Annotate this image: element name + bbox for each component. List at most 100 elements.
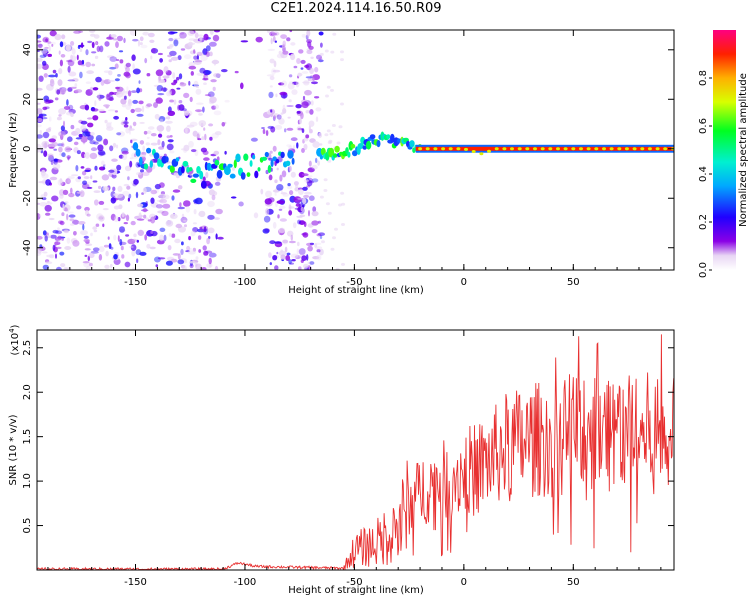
spectrogram-noise-speckle xyxy=(132,63,135,71)
spectrogram-noise-speckle xyxy=(282,239,289,244)
spectrogram-noise-speckle xyxy=(317,160,320,166)
spectrogram-noise-speckle xyxy=(288,99,292,103)
spectrogram-noise-speckle xyxy=(179,32,185,35)
spectrogram-noise-speckle xyxy=(173,39,179,47)
spectrogram-noise-speckle xyxy=(92,87,99,91)
spectrogram-noise-speckle xyxy=(305,110,310,114)
spectrogram-noise-speckle xyxy=(108,243,112,250)
spectrogram-noise-speckle xyxy=(286,185,293,190)
spectrogram-noise-speckle xyxy=(146,130,152,134)
x-tick-label: 0 xyxy=(461,277,467,288)
colorbar-tick-label: 0.0 xyxy=(698,262,709,278)
spectrogram-panel: -150 -100 -50 0 50 -40 -20 0 20 40 Height of str… xyxy=(8,29,675,296)
spectrogram-noise-speckle xyxy=(200,54,208,61)
spectrogram-noise-speckle xyxy=(157,257,166,260)
spectrogram-noise-speckle xyxy=(48,126,52,130)
colorbar-label: Normalized spectral amplitude xyxy=(738,73,749,227)
spectrogram-noise-speckle xyxy=(274,192,277,196)
spectrogram-noise-speckle xyxy=(115,41,119,48)
spectrogram-noise-speckle xyxy=(49,30,57,37)
spectrogram-noise-speckle xyxy=(155,204,163,209)
spectrogram-noise-speckle xyxy=(108,169,115,173)
spectrogram-noise-speckle xyxy=(78,133,83,138)
weak-trace-blob xyxy=(143,163,149,170)
spectrogram-noise-speckle xyxy=(273,115,276,120)
spectrogram-noise-speckle xyxy=(167,89,172,96)
spectrogram-noise-speckle xyxy=(266,74,275,77)
spectrogram-noise-speckle xyxy=(110,263,113,269)
spectrogram-noise-speckle xyxy=(105,93,111,101)
spectrogram-noise-speckle xyxy=(314,66,319,73)
spectrogram-noise-speckle xyxy=(77,176,82,180)
spectrogram-noise-speckle xyxy=(45,179,51,186)
spectrogram-noise-speckle xyxy=(67,79,76,82)
spectrogram-noise-speckle xyxy=(271,31,280,36)
spectrogram-noise-speckle xyxy=(167,139,174,143)
spectrogram-noise-speckle xyxy=(48,45,51,52)
spectrogram-noise-speckle xyxy=(70,124,75,130)
spectrogram-noise-speckle xyxy=(302,95,306,101)
spectrogram-noise-speckle xyxy=(196,102,204,105)
spectrogram-noise-speckle xyxy=(42,131,50,139)
spectrogram-noise-speckle xyxy=(265,190,272,198)
spectrogram-noise-speckle xyxy=(58,50,61,55)
spectrogram-noise-speckle xyxy=(334,227,338,231)
weak-trace-blob xyxy=(272,156,278,162)
spectrogram-noise-speckle xyxy=(98,253,103,261)
spectrogram-noise-speckle xyxy=(114,78,120,82)
spectrogram-noise-speckle xyxy=(71,48,76,55)
y-tick-label: 40 xyxy=(22,43,33,56)
spectrogram-noise-speckle xyxy=(42,230,47,236)
spectrogram-noise-speckle xyxy=(125,234,130,237)
spectrogram-noise-speckle xyxy=(301,71,309,74)
spectrogram-noise-speckle xyxy=(230,196,237,199)
spectrogram-noise-speckle xyxy=(173,99,177,105)
spectrogram-noise-speckle xyxy=(328,139,333,143)
spectrogram-noise-speckle xyxy=(332,236,336,240)
spectrogram-noise-speckle xyxy=(213,110,222,116)
spectrogram-noise-speckle xyxy=(133,178,139,185)
spectrogram-noise-speckle xyxy=(130,220,136,226)
spectrogram-noise-speckle xyxy=(158,133,163,138)
spectrogram-noise-speckle xyxy=(46,83,54,91)
weak-trace-blob xyxy=(146,147,152,154)
spectrogram-noise-speckle xyxy=(298,49,304,54)
spectrogram-noise-speckle xyxy=(155,97,163,104)
main-trace-peak xyxy=(502,147,507,151)
spectrogram-noise-speckle xyxy=(159,227,166,232)
spectrogram-noise-speckle xyxy=(72,240,80,247)
spectrogram-noise-speckle xyxy=(69,218,75,222)
spectrogram-noise-speckle xyxy=(151,47,156,54)
spectrogram-noise-speckle xyxy=(156,125,165,132)
x-tick-label: 50 xyxy=(567,577,580,588)
spectrogram-noise-speckle xyxy=(57,235,62,240)
spectrogram-noise-speckle xyxy=(269,85,273,88)
spectrogram-noise-speckle xyxy=(89,86,94,93)
spectrogram-noise-speckle xyxy=(286,105,294,107)
spectrogram-noise-speckle xyxy=(60,181,66,186)
spectrogram-noise-speckle xyxy=(154,113,160,120)
spectrogram-noise-speckle xyxy=(93,190,101,194)
spectrogram-noise-speckle xyxy=(316,233,322,237)
spectrogram-noise-speckle xyxy=(132,121,137,127)
spectrogram-noise-speckle xyxy=(93,141,99,145)
spectrogram-noise-speckle xyxy=(43,142,48,149)
spectrogram-noise-speckle xyxy=(311,164,318,170)
spectrogram-noise-speckle xyxy=(135,161,140,168)
spectrogram-noise-speckle xyxy=(169,50,177,57)
spectrogram-noise-speckle xyxy=(55,253,57,259)
spectrogram-noise-speckle xyxy=(318,232,325,236)
spectrogram-noise-speckle xyxy=(63,106,71,110)
spectrogram-noise-speckle xyxy=(43,150,48,157)
spectrogram-noise-speckle xyxy=(161,210,169,216)
main-trace-peak xyxy=(579,147,583,151)
spectrogram-noise-speckle xyxy=(71,174,79,177)
spectrogram-noise-speckle xyxy=(51,135,58,140)
x-tick-label: -100 xyxy=(234,277,257,288)
spectrogram-noise-speckle xyxy=(208,123,214,127)
spectrogram-noise-speckle xyxy=(97,144,104,152)
spectrogram-noise-speckle xyxy=(44,204,52,212)
spectrogram-noise-speckle xyxy=(51,195,59,202)
spectrogram-noise-speckle xyxy=(109,56,117,62)
spectrogram-noise-speckle xyxy=(56,159,63,163)
